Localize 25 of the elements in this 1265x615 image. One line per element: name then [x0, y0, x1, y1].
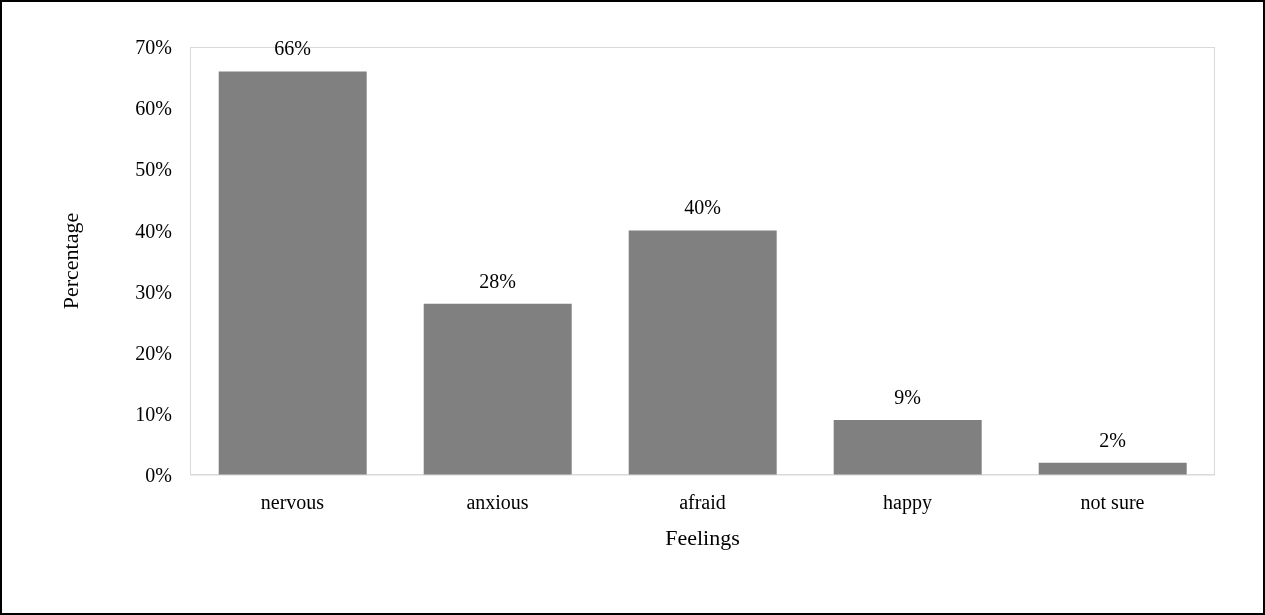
y-tick-label: 60%: [135, 97, 172, 120]
y-tick-label: 0%: [145, 464, 172, 487]
x-axis-title: Feelings: [665, 525, 740, 550]
y-tick-label: 50%: [135, 158, 172, 181]
data-label: 9%: [894, 385, 922, 408]
y-tick-label: 40%: [135, 219, 172, 242]
y-tick-label: 10%: [135, 402, 172, 425]
y-axis-title: Percentage: [57, 212, 83, 310]
y-tick-label: 30%: [135, 280, 172, 303]
x-tick-label: afraid: [679, 491, 726, 514]
bar: [423, 303, 572, 475]
data-label: 66%: [274, 37, 312, 60]
x-tick-label: happy: [883, 491, 932, 515]
bar: [218, 71, 367, 475]
data-label: 40%: [684, 196, 722, 219]
bar: [628, 230, 777, 475]
x-tick-label: nervous: [260, 491, 325, 514]
bar: [833, 419, 982, 475]
data-label: 28%: [479, 269, 517, 292]
data-label: 2%: [1099, 428, 1127, 451]
y-tick-label: 20%: [135, 341, 172, 364]
x-tick-label: anxious: [466, 491, 529, 514]
y-tick-label: 70%: [135, 36, 172, 59]
bar: [1038, 462, 1187, 475]
x-tick-label: not sure: [1080, 491, 1145, 514]
